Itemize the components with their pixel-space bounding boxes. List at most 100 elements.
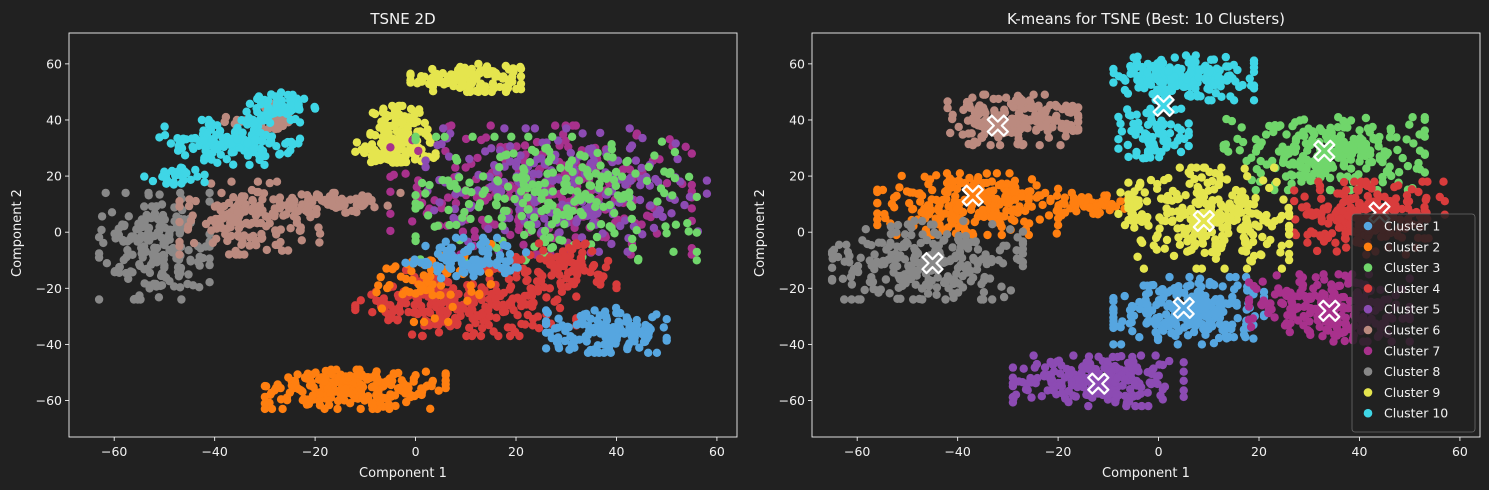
- data-point: [1166, 315, 1175, 324]
- data-point: [1286, 288, 1295, 297]
- data-point: [611, 181, 621, 191]
- data-point: [446, 290, 455, 299]
- data-point: [1158, 285, 1167, 294]
- data-point: [512, 142, 521, 151]
- data-point: [269, 195, 278, 204]
- data-point: [1295, 171, 1304, 180]
- data-point: [1137, 383, 1146, 392]
- data-point: [1343, 123, 1352, 132]
- data-point: [842, 240, 851, 249]
- data-point: [431, 151, 440, 161]
- data-point: [94, 295, 104, 304]
- data-point: [627, 202, 637, 211]
- data-point: [1005, 169, 1014, 178]
- data-point: [262, 245, 271, 255]
- data-point: [151, 251, 161, 260]
- data-point: [431, 132, 441, 141]
- data-point: [277, 96, 287, 105]
- data-point: [204, 120, 214, 129]
- data-point: [320, 195, 330, 205]
- series-7: [401, 233, 671, 357]
- data-point: [396, 153, 405, 163]
- data-point: [389, 369, 398, 378]
- data-point: [944, 202, 953, 211]
- data-point: [1235, 146, 1245, 155]
- data-point: [1303, 238, 1312, 247]
- data-point: [569, 334, 578, 343]
- data-point: [873, 199, 882, 208]
- plot-area: [68, 32, 738, 438]
- data-point: [409, 317, 419, 327]
- data-point: [893, 253, 903, 262]
- data-point: [1331, 238, 1340, 247]
- data-point: [856, 253, 865, 262]
- data-point: [625, 124, 634, 133]
- data-point: [578, 317, 587, 327]
- data-point: [843, 247, 853, 257]
- data-point: [1173, 340, 1183, 349]
- chart-title: K-means for TSNE (Best: 10 Clusters): [1007, 10, 1285, 28]
- data-point: [521, 124, 530, 133]
- data-point: [1001, 93, 1011, 102]
- data-point: [1374, 142, 1383, 151]
- data-point: [1018, 378, 1027, 387]
- data-point: [997, 230, 1006, 240]
- data-point: [1053, 184, 1063, 193]
- data-point: [974, 173, 983, 182]
- data-point: [1053, 221, 1063, 230]
- data-point: [899, 272, 909, 281]
- data-point: [1212, 309, 1221, 319]
- data-point: [1350, 177, 1359, 186]
- data-point: [656, 184, 666, 193]
- data-point: [229, 160, 238, 169]
- data-point: [485, 172, 494, 182]
- data-point: [407, 267, 416, 276]
- data-point: [1162, 235, 1172, 245]
- data-point: [282, 396, 292, 405]
- data-point: [469, 72, 479, 81]
- data-point: [906, 261, 916, 270]
- data-point: [326, 388, 335, 398]
- data-point: [374, 281, 383, 290]
- data-point: [1031, 110, 1040, 119]
- data-point: [1309, 169, 1319, 178]
- data-point: [1414, 187, 1423, 197]
- data-point: [1127, 216, 1137, 225]
- data-point: [577, 192, 586, 202]
- data-point: [1186, 280, 1195, 290]
- data-point: [1126, 192, 1136, 201]
- data-point: [435, 198, 444, 207]
- data-point: [186, 175, 195, 184]
- data-point: [565, 345, 574, 354]
- data-point: [1135, 333, 1144, 342]
- data-point: [252, 241, 261, 250]
- data-point: [658, 212, 667, 222]
- data-point: [1345, 220, 1354, 229]
- data-point: [1317, 194, 1326, 203]
- data-point: [969, 179, 979, 189]
- data-point: [1423, 177, 1432, 186]
- data-point: [233, 135, 242, 144]
- data-point: [176, 265, 185, 275]
- data-point: [536, 276, 546, 286]
- data-point: [1309, 284, 1318, 293]
- data-point: [516, 151, 525, 160]
- data-point: [1315, 124, 1325, 133]
- data-point: [1241, 333, 1250, 342]
- data-point: [586, 314, 595, 323]
- data-point: [509, 67, 518, 77]
- data-point: [253, 94, 262, 104]
- data-point: [558, 255, 567, 264]
- data-point: [1332, 323, 1341, 332]
- data-point: [1035, 141, 1044, 150]
- data-point: [179, 175, 188, 185]
- data-point: [1179, 367, 1188, 376]
- data-point: [256, 128, 265, 138]
- data-point: [1002, 187, 1011, 196]
- data-point: [1037, 392, 1047, 401]
- data-point: [1262, 210, 1271, 220]
- data-point: [1207, 319, 1216, 329]
- data-point: [1439, 177, 1448, 186]
- data-point: [1244, 295, 1254, 304]
- data-point: [1217, 163, 1226, 172]
